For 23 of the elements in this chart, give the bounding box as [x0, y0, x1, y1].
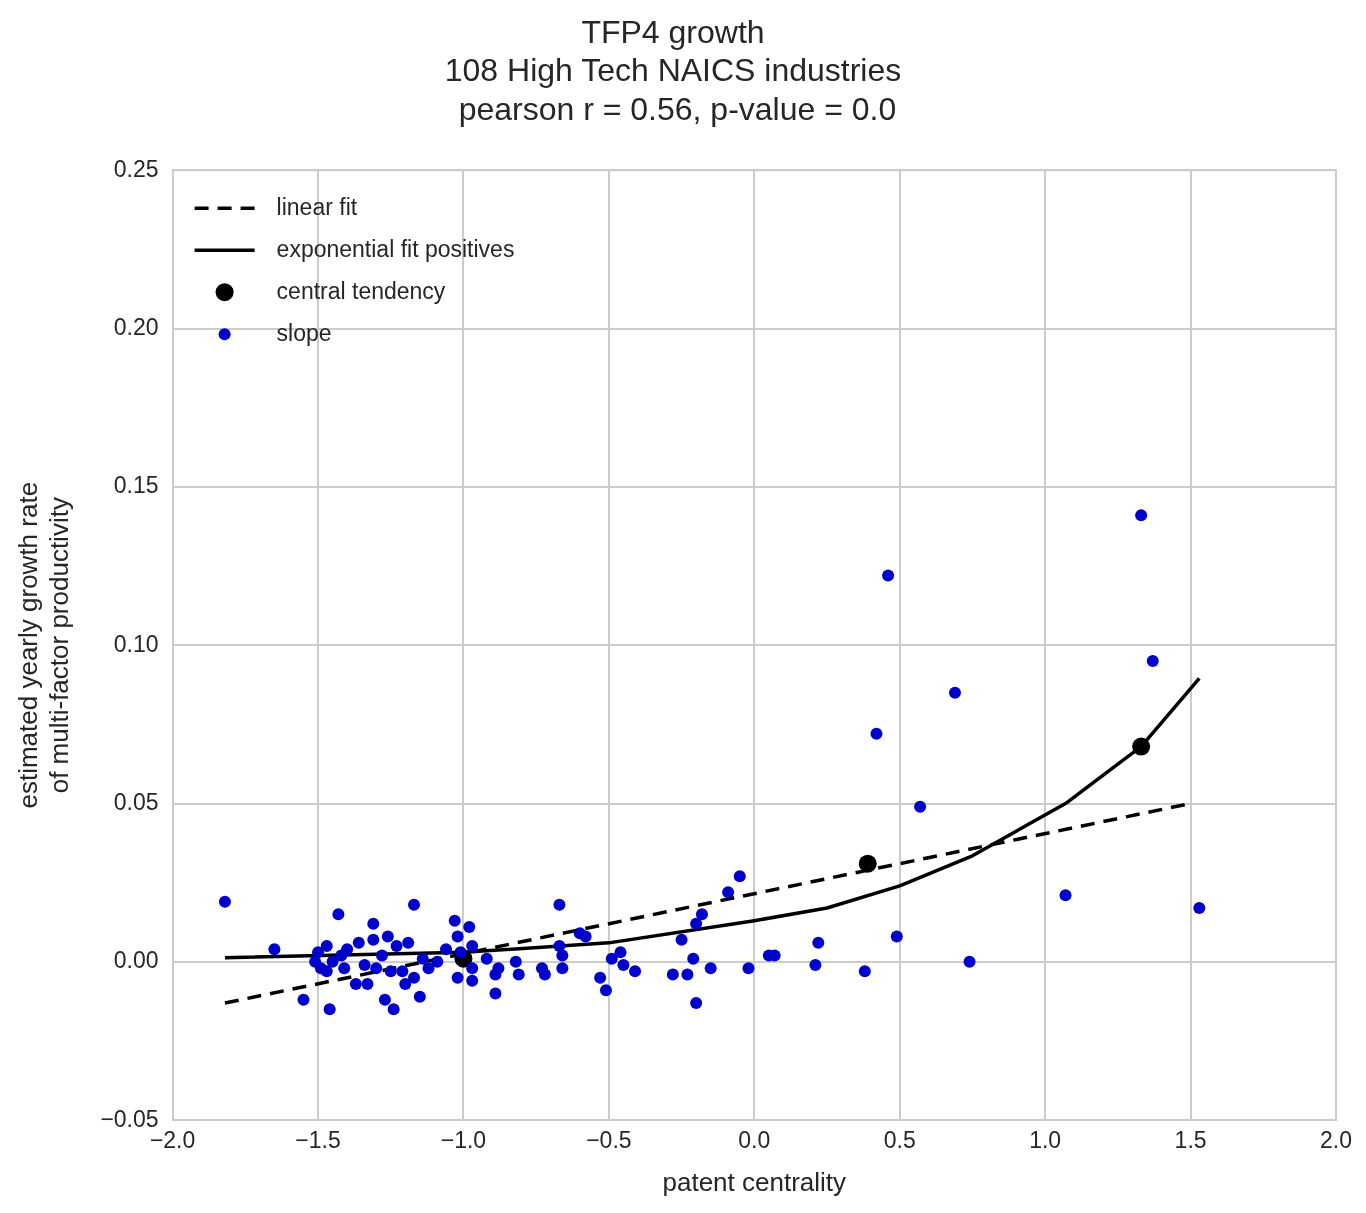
chart-title: TFP4 growth 108 High Tech NAICS industries pearson r = 0.56, p-value = 0.0	[444, 14, 902, 127]
y-tick-label: 0.10	[113, 630, 159, 657]
x-tick-label: −1.5	[295, 1127, 341, 1154]
x-axis-title: patent centrality	[662, 1166, 847, 1197]
point	[858, 854, 877, 873]
y-tick-label: 0.20	[113, 313, 159, 340]
x-tick-label: 1.5	[1174, 1127, 1207, 1154]
legend-label: central tendency	[276, 277, 446, 304]
point	[1132, 737, 1151, 756]
legend-label: slope	[276, 319, 332, 346]
y-tick-label: 0.15	[113, 472, 159, 499]
x-tick-label: −0.5	[586, 1127, 632, 1154]
y-axis-title: estimated yearly growth rate of multi-factor productivity	[12, 481, 74, 809]
x-tick-label: 2.0	[1320, 1127, 1352, 1154]
legend-label: linear fit	[276, 193, 358, 220]
x-tick-label: 0.5	[883, 1127, 916, 1154]
y-tick-label: 0.25	[113, 155, 159, 182]
y-tick-label: 0.00	[113, 947, 159, 974]
legend-label: exponential fit positives	[276, 235, 515, 262]
x-tick-label: 0.0	[738, 1127, 771, 1154]
x-tick-label: −1.0	[440, 1127, 487, 1154]
x-tick-label: 1.0	[1029, 1127, 1062, 1154]
y-tick-label: 0.05	[113, 788, 159, 815]
